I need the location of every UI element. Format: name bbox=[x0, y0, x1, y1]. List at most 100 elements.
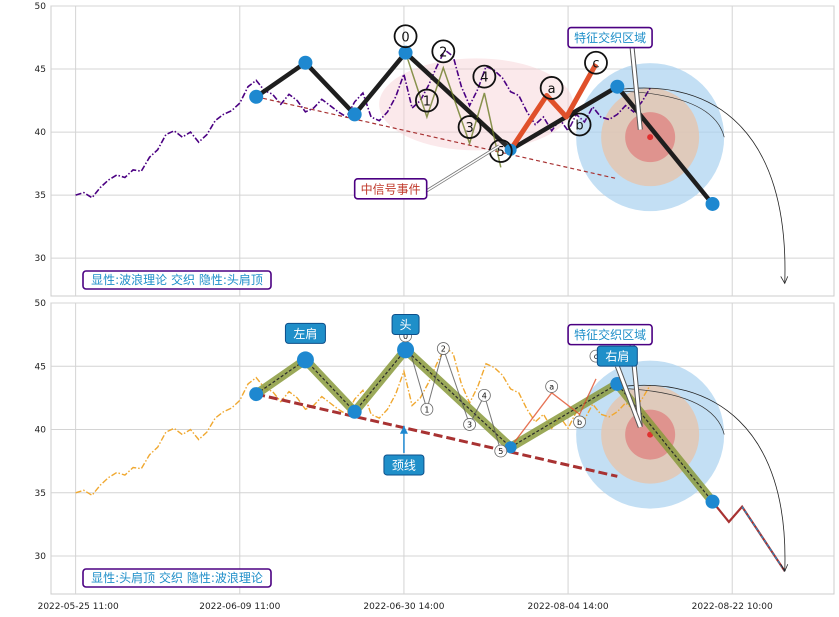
wave-pivot-label: 5 bbox=[498, 447, 503, 456]
wave-pivot-label: 5 bbox=[497, 145, 505, 160]
shoulder-label-text: 头 bbox=[400, 318, 412, 332]
projection-arrowhead bbox=[780, 276, 789, 285]
annotation-box bbox=[567, 323, 653, 346]
footer-label-text: 显性:头肩顶 交织 隐性:波浪理论 bbox=[91, 570, 263, 585]
wave-pivot-marker bbox=[494, 444, 508, 458]
wave-pivot-marker bbox=[477, 388, 491, 402]
wave-pivot-label: 2 bbox=[439, 45, 447, 60]
pattern-node bbox=[398, 45, 413, 60]
pattern-node bbox=[705, 196, 720, 211]
wave-pivot-marker bbox=[420, 402, 434, 416]
wave-pivot-marker bbox=[472, 64, 497, 89]
neckline-arrowhead bbox=[399, 425, 408, 434]
neckline bbox=[255, 392, 618, 478]
wave-pivot-marker bbox=[539, 76, 564, 100]
wave-pivot-label: 0 bbox=[401, 30, 409, 45]
wave-path-thin bbox=[405, 335, 502, 452]
pattern-node bbox=[504, 441, 517, 454]
pattern-node bbox=[705, 494, 720, 509]
callout-pointer-inner bbox=[615, 365, 642, 428]
y-tick-label: 30 bbox=[35, 552, 47, 562]
annotation-box bbox=[567, 26, 653, 49]
projection-curve-inner bbox=[624, 90, 725, 138]
wave-pivot-marker bbox=[436, 342, 450, 355]
footer-label-text: 显性:波浪理论 交织 隐性:头肩顶 bbox=[91, 272, 263, 287]
wave-pivot-label: a bbox=[548, 82, 556, 97]
x-tick-label: 2022-06-30 14:00 bbox=[363, 602, 444, 612]
projection-arrowhead bbox=[780, 564, 789, 573]
abc-wave-line bbox=[508, 62, 599, 152]
wave-pivot-label: c bbox=[594, 352, 598, 361]
y-tick-label: 35 bbox=[35, 191, 46, 201]
footer-label-box bbox=[82, 270, 272, 290]
pattern-node bbox=[610, 79, 625, 94]
callout-pointer-inner bbox=[630, 47, 642, 130]
abc-wave-thin bbox=[510, 378, 597, 448]
shoulder-label-text: 颈线 bbox=[392, 458, 416, 472]
projection-curve bbox=[622, 384, 786, 572]
pattern-node bbox=[249, 89, 264, 104]
y-tick-label: 50 bbox=[35, 299, 47, 309]
wave-pivot-label: b bbox=[577, 418, 582, 427]
shoulder-label-box bbox=[596, 345, 638, 367]
shoulder-label-text: 左肩 bbox=[293, 326, 317, 341]
price-series-line bbox=[75, 48, 651, 199]
annotation-text: 特征交织区域 bbox=[574, 30, 646, 45]
annotation-text: 中信号事件 bbox=[361, 181, 421, 196]
pattern-node bbox=[504, 143, 517, 156]
wave-pivot-marker bbox=[463, 418, 476, 431]
y-tick-label: 35 bbox=[35, 489, 46, 499]
wave-pivot-label: 3 bbox=[465, 121, 473, 136]
wave-pivot-label: 3 bbox=[467, 420, 472, 429]
zone-center-dot bbox=[647, 134, 654, 141]
y-tick-label: 30 bbox=[35, 254, 47, 264]
annotation-text: 特征交织区域 bbox=[574, 327, 646, 342]
pattern-node bbox=[296, 351, 314, 369]
annotation-box bbox=[353, 178, 428, 200]
footer-label-box bbox=[82, 568, 272, 588]
x-tick-label: 2022-05-25 11:00 bbox=[38, 602, 119, 612]
projection-curve bbox=[622, 87, 786, 284]
x-tick-label: 2022-08-04 14:00 bbox=[528, 602, 609, 612]
wave-pivot-marker bbox=[393, 24, 418, 49]
pattern-node bbox=[397, 341, 415, 359]
pattern-node bbox=[249, 387, 264, 402]
shoulder-label-box bbox=[391, 314, 420, 336]
wave-pivot-marker bbox=[415, 88, 439, 113]
y-tick-label: 40 bbox=[35, 426, 47, 436]
wave-pivot-marker bbox=[545, 380, 559, 393]
wave-pivot-marker bbox=[431, 39, 456, 64]
callout-pointer-inner bbox=[426, 145, 500, 192]
extension-projection bbox=[741, 506, 786, 572]
wave-pivot-label: c bbox=[592, 57, 599, 72]
wave-pivot-label: 4 bbox=[480, 71, 488, 86]
x-tick-label: 2022-08-22 10:00 bbox=[692, 602, 773, 612]
wave-pivot-label: b bbox=[575, 119, 583, 134]
wave-pivot-marker bbox=[567, 112, 592, 137]
x-tick-label: 2022-06-09 11:00 bbox=[199, 602, 280, 612]
y-tick-label: 40 bbox=[35, 128, 47, 138]
extension-line bbox=[711, 500, 786, 572]
pattern-node bbox=[298, 55, 313, 70]
wave-pivot-label: 2 bbox=[441, 345, 446, 354]
y-tick-label: 45 bbox=[35, 65, 46, 75]
neckline bbox=[256, 96, 618, 180]
wave-pivot-marker bbox=[584, 50, 608, 75]
projection-curve-inner bbox=[624, 388, 725, 435]
wave-pivot-label: 0 bbox=[403, 332, 408, 341]
pattern-node bbox=[347, 107, 362, 122]
wave-pivot-marker bbox=[573, 415, 586, 429]
shoulder-label-box bbox=[284, 322, 326, 344]
shoulder-label-box bbox=[383, 454, 425, 476]
wave-pivot-label: 1 bbox=[424, 405, 429, 414]
pattern-node bbox=[347, 404, 362, 419]
y-tick-label: 45 bbox=[35, 362, 46, 372]
wave-pivot-label: a bbox=[549, 383, 554, 392]
wave-pivot-marker bbox=[457, 115, 482, 139]
y-tick-label: 50 bbox=[35, 2, 47, 12]
shoulder-label-text: 右肩 bbox=[605, 349, 629, 364]
wave-path-thin bbox=[404, 52, 502, 168]
